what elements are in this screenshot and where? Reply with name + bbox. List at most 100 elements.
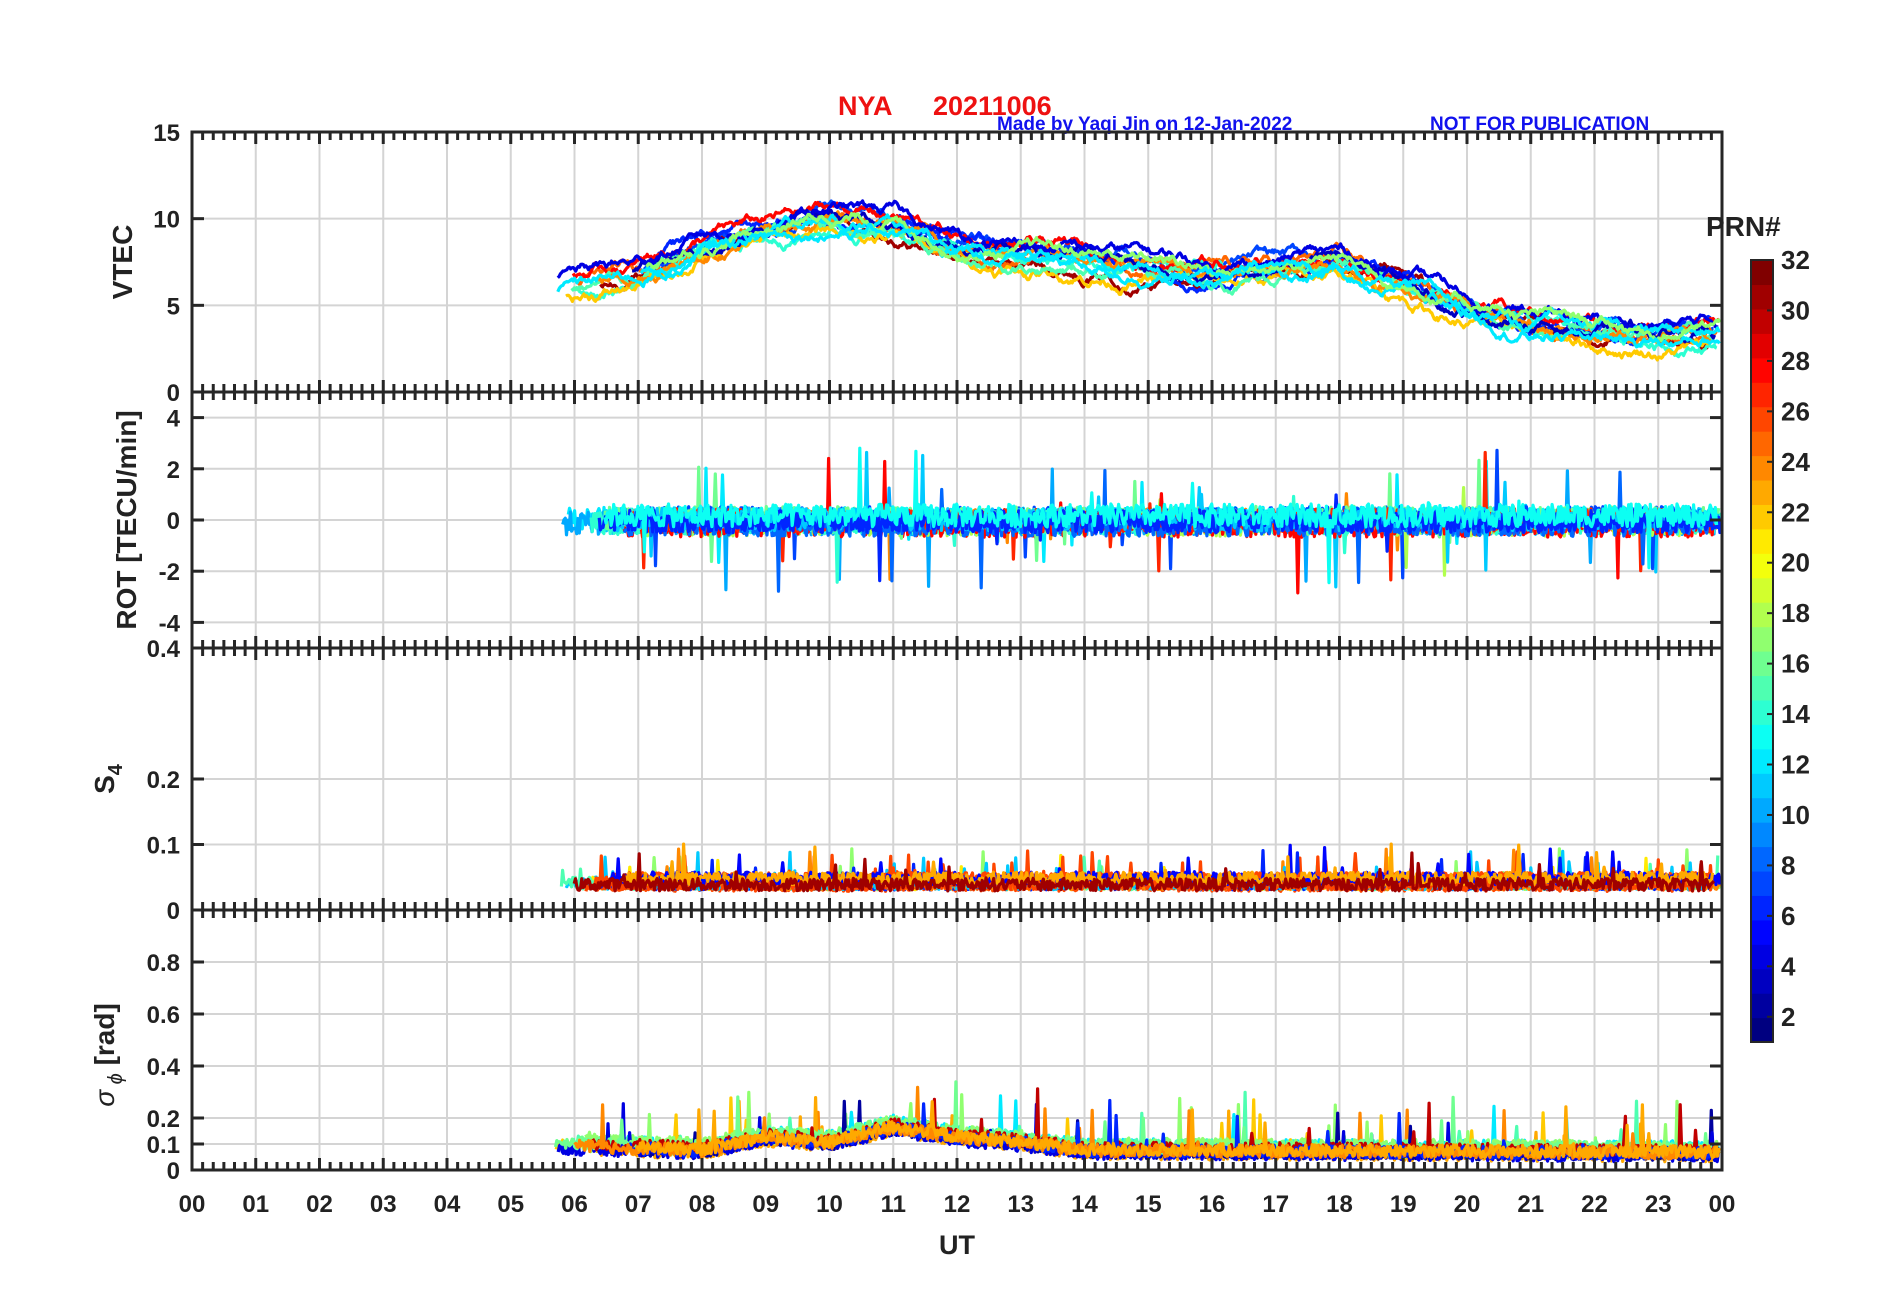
y-tick-label: 0.2 [147,767,180,794]
panel-s4: 00.10.20.4S4 [89,636,1724,925]
colorbar-cell [1751,553,1773,579]
colorbar-cell [1751,308,1773,334]
colorbar-cell [1751,284,1773,310]
title-station: NYA [838,91,893,121]
colorbar-tick-label: 16 [1781,649,1810,679]
y-tick-label: 4 [167,406,181,433]
colorbar-tick-label: 10 [1781,800,1810,830]
y-tick-label: -2 [159,559,180,586]
colorbar-cell [1751,993,1773,1019]
x-tick-label: 22 [1581,1191,1608,1218]
panel-sigmaphi: 00.10.2 0.4 0.6 0.8 σ ϕ [rad] [89,908,1724,1185]
x-axis-label: UT [939,1230,975,1260]
colorbar-strip [1750,259,1774,1043]
colorbar-tick-label: 24 [1781,447,1810,477]
x-tick-label: 08 [689,1191,716,1218]
panel-vtec: 0 5 10 15 VTEC [107,120,1724,407]
x-tick-label: 23 [1645,1191,1672,1218]
series-group [556,199,1722,362]
x-tick-label: 02 [306,1191,333,1218]
series-group [553,1080,1722,1164]
x-tick-label: 00 [179,1191,206,1218]
colorbar-cell [1751,895,1773,921]
x-tick-label: 00 [1709,1191,1736,1218]
colorbar-cell [1751,919,1773,945]
x-tick-label: 19 [1390,1191,1417,1218]
y-tick-label: 0 [167,380,180,407]
y-axis-label: VTEC [107,225,138,300]
title-credit: Made by Yaqi Jin on 12-Jan-2022 [997,114,1292,135]
colorbar-cell [1751,699,1773,725]
colorbar-tick-label: 4 [1781,951,1796,981]
x-tick-label: 04 [434,1191,461,1218]
x-tick-label: 10 [816,1191,843,1218]
x-tick-label: 14 [1071,1191,1098,1218]
colorbar-cell [1751,577,1773,603]
colorbar-tick-label: 22 [1781,497,1810,527]
series-line-prn-17 [645,212,1722,343]
colorbar-cell [1751,968,1773,994]
y-tick-label: 15 [153,120,180,147]
x-tick-label: 07 [625,1191,652,1218]
colorbar-cell [1751,1017,1773,1043]
colorbar-cell [1751,748,1773,774]
y-tick-label: 0.1 [147,1132,180,1159]
x-tick-label: 06 [561,1191,588,1218]
title-notice: NOT FOR PUBLICATION [1430,114,1649,135]
colorbar-cell [1751,822,1773,848]
y-axis-label: ROT [TECU/min] [111,410,142,629]
y-tick-label: 0.6 [147,1002,180,1029]
series-line-prn-12 [556,222,1721,349]
colorbar-cell [1751,455,1773,481]
x-tick-label: 09 [752,1191,779,1218]
colorbar-cell [1751,944,1773,970]
colorbar-cell [1751,528,1773,554]
y-tick-label: 0.4 [147,1054,181,1081]
x-tick-label: 21 [1517,1191,1544,1218]
x-tick-label: 17 [1262,1191,1289,1218]
colorbar-cell [1751,260,1773,286]
y-tick-label: 0 [167,898,180,925]
y-tick-label: 10 [153,207,180,234]
y-tick-label: -4 [159,610,181,637]
x-tick-label: 18 [1326,1191,1353,1218]
colorbar-cell [1751,431,1773,457]
colorbar-tick-label: 20 [1781,548,1810,578]
y-tick-label: 0.4 [147,636,181,663]
colorbar-tick-label: 32 [1781,245,1810,275]
colorbar-cell [1751,773,1773,799]
x-tick-label: 16 [1199,1191,1226,1218]
y-tick-label: 0.2 [147,1106,180,1133]
colorbar-cell [1751,675,1773,701]
colorbar-cell [1751,333,1773,359]
series-line-prn-31 [572,851,1716,893]
x-tick-label: 12 [944,1191,971,1218]
panel-rot: -4 -2 0 2 4 ROT [TECU/min] [111,390,1724,650]
x-tick-label: 11 [881,1191,906,1218]
colorbar-title: PRN# [1706,211,1781,242]
colorbar-cell [1751,724,1773,750]
series-line-prn-23 [635,1100,1722,1160]
colorbar-cell [1751,602,1773,628]
series-line-prn-13 [603,446,1719,585]
x-tick-label: 15 [1135,1191,1162,1218]
x-tick-label: 03 [370,1191,397,1218]
x-tick-labels: 00 01 02 03 04 05 06 07 08 09 10 11 12 13 14 15 16 17 18 19… [179,1191,1736,1218]
colorbar-tick-label: 6 [1781,901,1795,931]
x-tick-label: 05 [497,1191,524,1218]
y-tick-label: 0 [167,508,180,535]
colorbar-cell [1751,357,1773,383]
colorbar-cell [1751,870,1773,896]
x-tick-label: 13 [1007,1191,1034,1218]
colorbar-frame [1750,259,1774,1043]
colorbar-tick-label: 26 [1781,396,1810,426]
colorbar-cell [1751,406,1773,432]
series-group [561,446,1722,595]
colorbar-cell [1751,626,1773,652]
y-tick-label: 0 [167,1158,180,1185]
colorbar-tick-label: 18 [1781,598,1810,628]
y-tick-label: 0.1 [147,833,180,860]
colorbar-cell [1751,479,1773,505]
